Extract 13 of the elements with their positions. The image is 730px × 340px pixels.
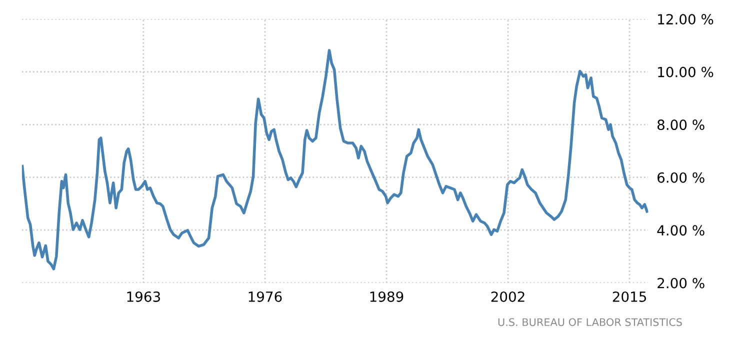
y-tick-label: 4.00 % (657, 225, 704, 236)
x-tick-label: 1963 (127, 291, 160, 302)
y-tick-label: 6.00 % (658, 172, 704, 183)
x-tick-label: 1989 (370, 291, 404, 302)
line-series (22, 49, 648, 270)
y-tick-label: 10.00 % (658, 66, 714, 78)
x-tick-label: 2015 (612, 291, 646, 302)
y-tick-label: 2.00 % (658, 278, 704, 288)
text: U.S. BUREAU OF LABOR STATISTICS (498, 318, 682, 326)
y-tick-label: 12.00 % (658, 14, 714, 25)
y-tick-label: 8.00 % (658, 120, 704, 130)
x-tick-label: 2002 (491, 291, 524, 302)
x-tick-label: 1976 (248, 291, 282, 302)
